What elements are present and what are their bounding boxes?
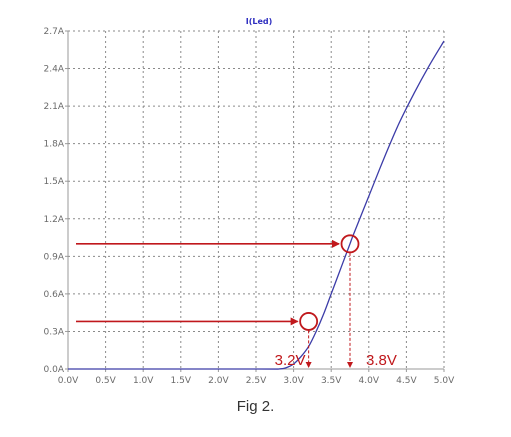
annotation-circle	[299, 312, 319, 331]
x-tick-label: 1.5V	[171, 376, 192, 386]
y-tick-label: 2.1A	[44, 102, 65, 112]
x-tick-label: 0.0V	[58, 376, 79, 386]
tick-labels: 0.0V 0.5V 1.0V 1.5V 2.0V 2.5V 3.0V 3.5V 4.0V 4.5V…	[44, 27, 456, 386]
iv-chart: 0.0V 0.5V 1.0V 1.5V 2.0V 2.5V 3.0V 3.5V 4.0V 4.5V…	[44, 17, 456, 386]
x-tick-label: 0.5V	[95, 376, 116, 386]
x-tick-label: 2.5V	[246, 376, 267, 386]
y-tick-label: 0.6A	[44, 290, 65, 300]
x-tick-label: 2.0V	[208, 376, 229, 386]
y-tick-label: 1.5A	[44, 177, 65, 187]
x-tick-label: 3.5V	[321, 376, 342, 386]
annotations: 3.2V 3.8V	[76, 234, 397, 369]
x-tick-label: 3.0V	[283, 376, 304, 386]
series-line	[68, 40, 445, 370]
chart-title: I(Led)	[246, 17, 273, 26]
y-tick-label: 1.2A	[44, 215, 65, 225]
y-tick-label: 2.4A	[44, 65, 65, 75]
y-tick-label: 0.9A	[44, 252, 65, 262]
grid	[68, 30, 445, 369]
annotation-label: 3.8V	[366, 352, 397, 369]
y-tick-label: 0.3A	[44, 327, 65, 337]
y-tick-label: 0.0A	[44, 365, 65, 375]
x-tick-label: 4.0V	[359, 376, 380, 386]
series	[68, 40, 445, 370]
x-tick-label: 5.0V	[434, 376, 455, 386]
annotation-label: 3.2V	[275, 352, 306, 369]
y-tick-label: 1.8A	[44, 140, 65, 150]
figure-caption: Fig 2.	[236, 398, 275, 415]
y-tick-label: 2.7A	[44, 27, 65, 37]
x-tick-label: 4.5V	[396, 376, 417, 386]
x-tick-label: 1.0V	[133, 376, 154, 386]
annotation-circle	[340, 234, 360, 254]
